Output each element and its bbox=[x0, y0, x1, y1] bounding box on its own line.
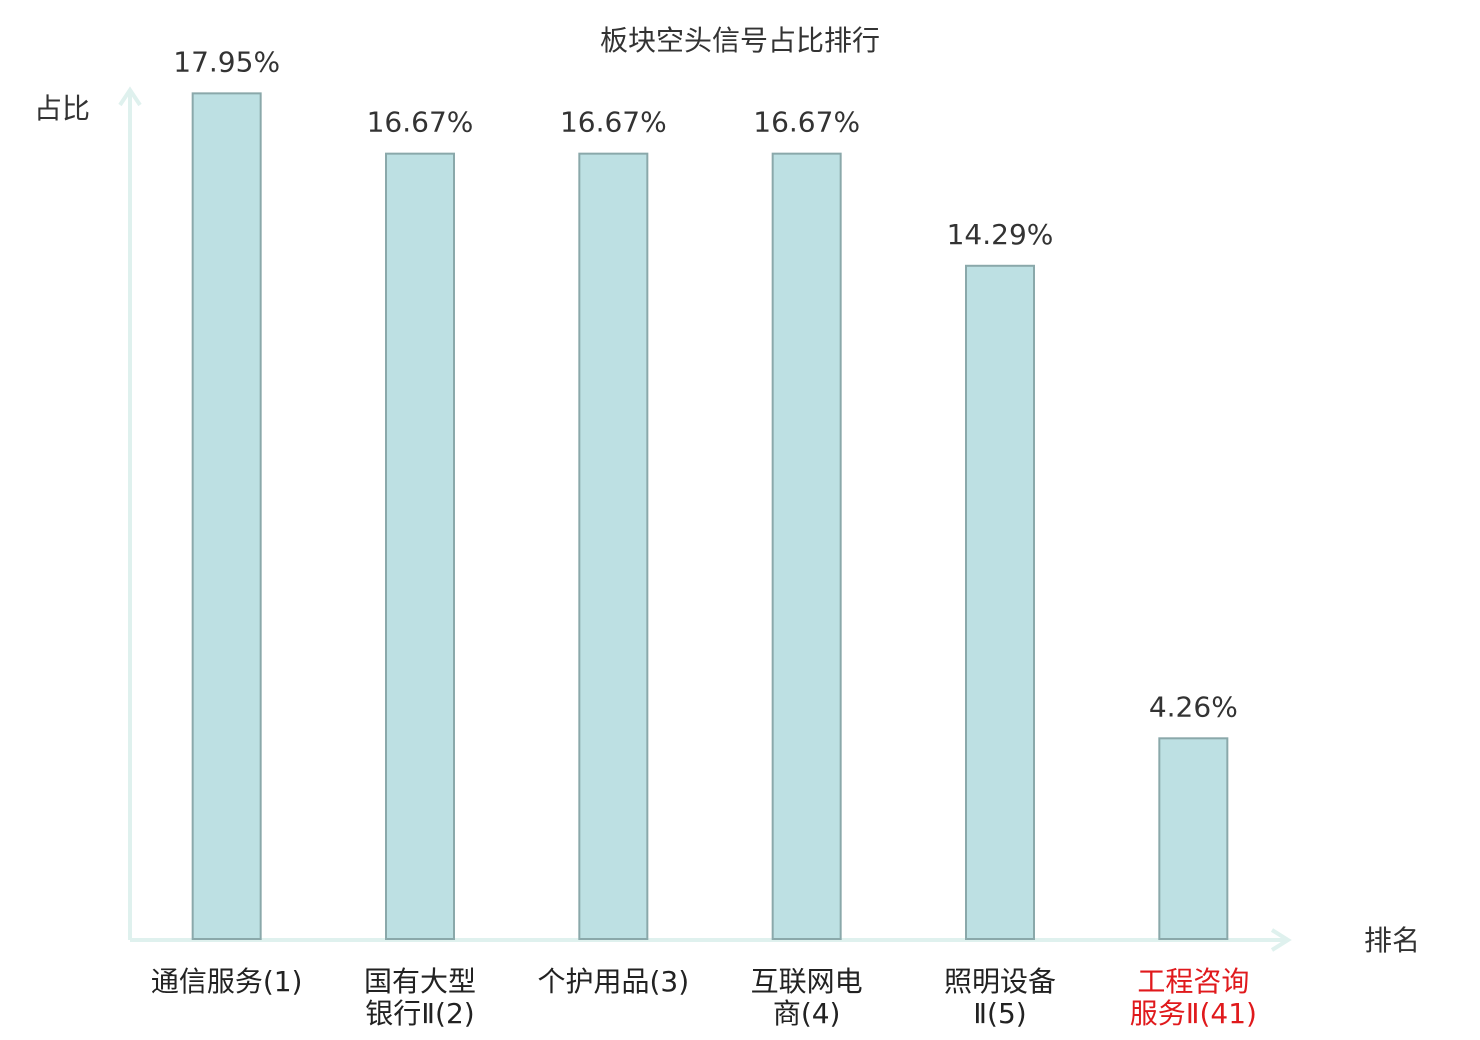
bar bbox=[578, 152, 649, 940]
chart-title: 板块空头信号占比排行 bbox=[600, 24, 880, 57]
x-tick-label: 工程咨询 服务Ⅱ(41) bbox=[1129, 965, 1257, 1030]
value-label: 16.67% bbox=[753, 106, 860, 139]
x-tick-label: 照明设备 Ⅱ(5) bbox=[943, 965, 1056, 1030]
bar bbox=[1158, 737, 1229, 940]
value-label: 4.26% bbox=[1149, 690, 1238, 723]
x-arrow bbox=[1270, 928, 1292, 952]
bar bbox=[965, 264, 1035, 940]
bar bbox=[771, 152, 842, 940]
bar bbox=[191, 92, 262, 941]
x-tick-label: 国有大型 银行Ⅱ(2) bbox=[363, 965, 476, 1030]
value-label: 16.67% bbox=[367, 106, 474, 139]
x-tick-label: 个护用品(3) bbox=[537, 965, 690, 998]
y-arrow bbox=[118, 86, 142, 107]
value-label: 17.95% bbox=[173, 45, 280, 78]
x-axis-label: 排名 bbox=[1364, 924, 1420, 957]
x-tick-label: 互联网电 商(4) bbox=[750, 965, 863, 1030]
y-axis-label: 占比 bbox=[34, 92, 90, 125]
value-label: 14.29% bbox=[947, 218, 1054, 251]
x-tick-label: 通信服务(1) bbox=[150, 965, 303, 998]
bar bbox=[385, 152, 455, 940]
axes bbox=[118, 86, 1292, 952]
value-label: 16.67% bbox=[560, 106, 667, 139]
